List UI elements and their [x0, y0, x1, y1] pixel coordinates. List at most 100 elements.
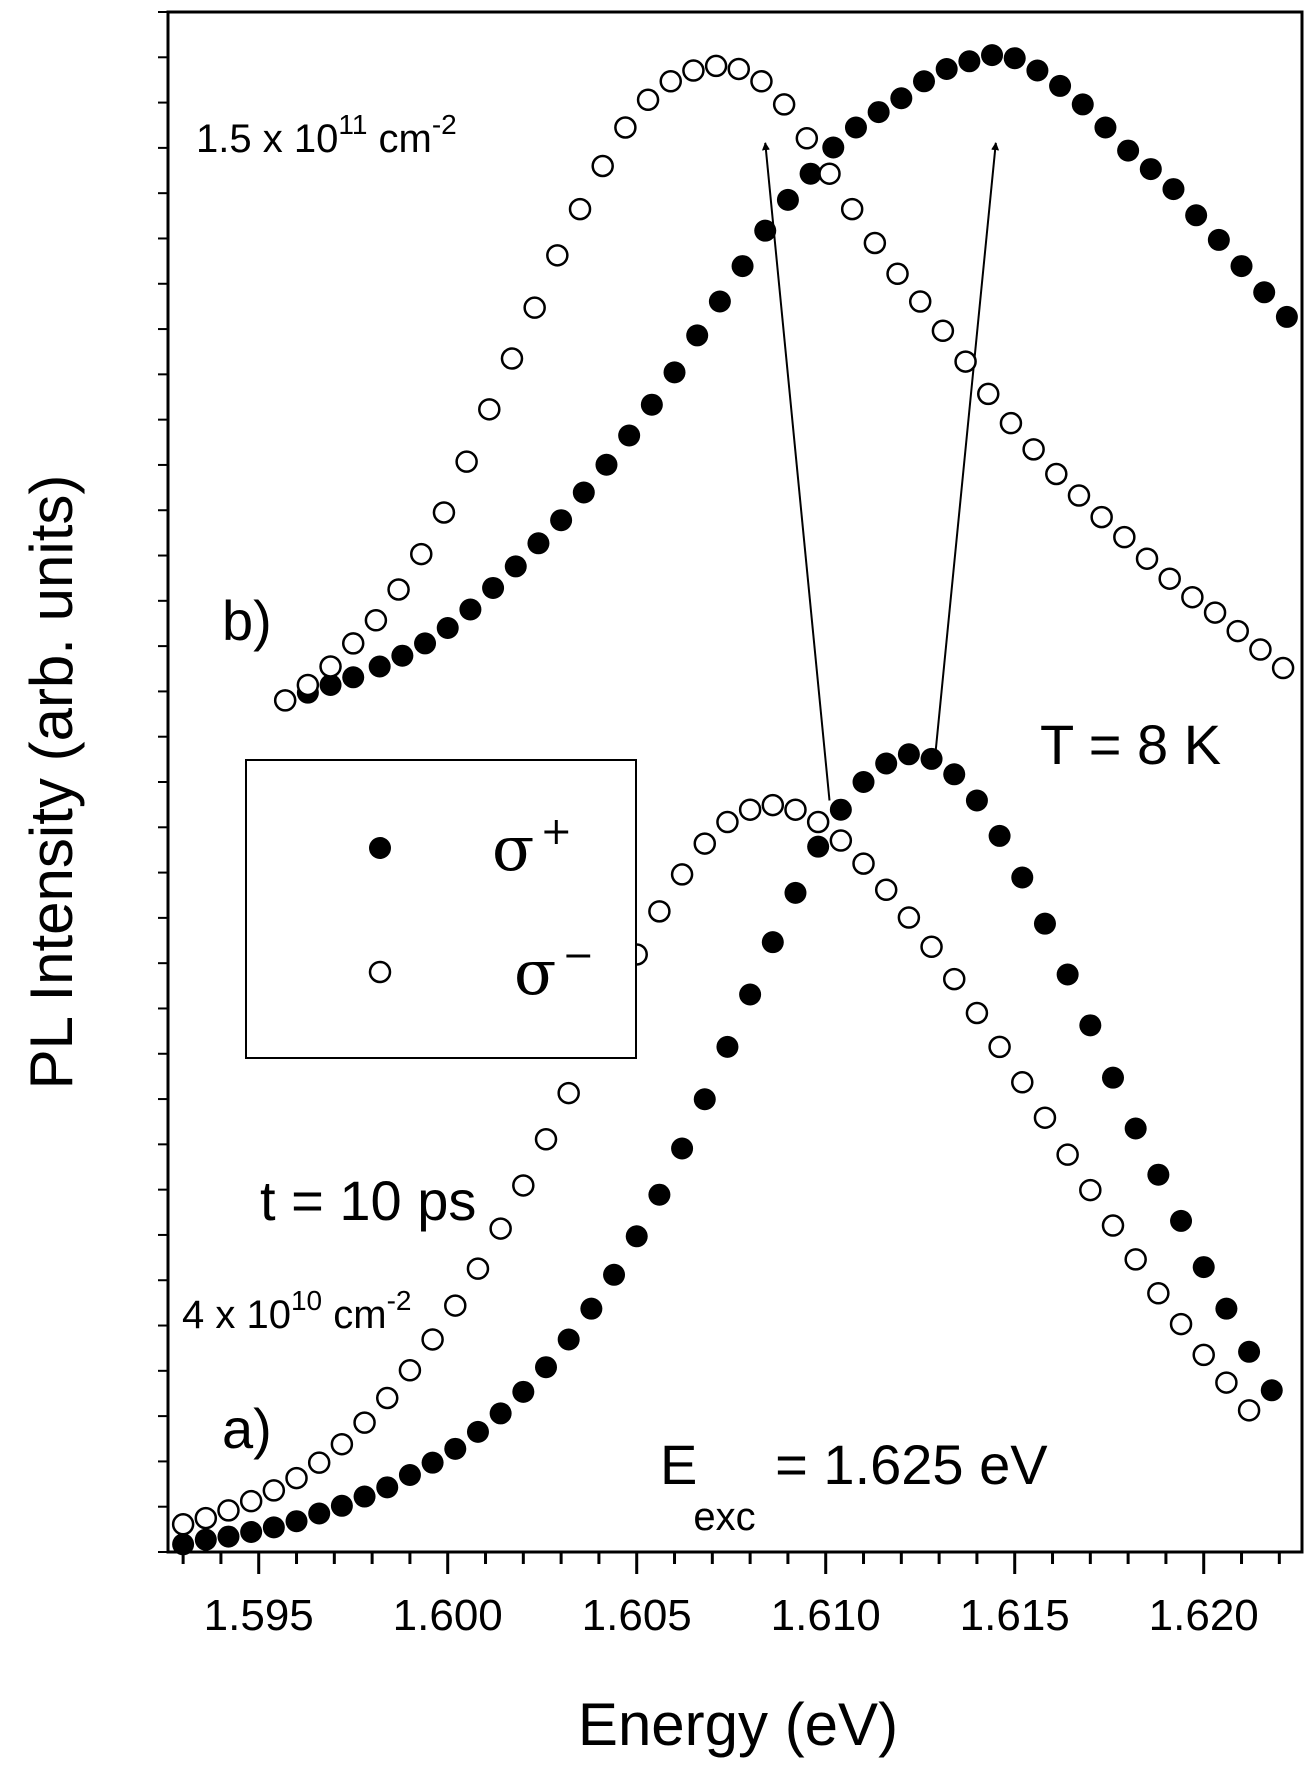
data-point: [273, 689, 297, 712]
data-point: [1253, 281, 1276, 304]
data-point: [829, 829, 853, 852]
annotation-density-b: 1.5 x 1011 cm-2: [196, 109, 457, 161]
data-point: [353, 1485, 376, 1508]
data-point: [398, 1464, 421, 1486]
data-point: [572, 481, 595, 504]
data-point: [398, 1359, 422, 1382]
excitation-rest: = 1.625 eV: [760, 1433, 1049, 1496]
data-point: [557, 1328, 580, 1351]
data-point: [1124, 1117, 1147, 1140]
data-point: [648, 900, 671, 923]
data-point: [1056, 963, 1079, 986]
data-point: [1238, 1340, 1261, 1363]
data-point: [1215, 1371, 1238, 1394]
data-point: [478, 398, 501, 421]
density-unit-exp: -2: [387, 1285, 412, 1316]
data-point: [421, 1328, 444, 1351]
data-point: [693, 832, 717, 855]
data-point: [874, 878, 898, 902]
excitation-sub: exc: [693, 1495, 755, 1539]
x-axis-tick-labels: 1.595 1.600 1.605 1.610 1.615 1.620: [204, 1591, 1259, 1640]
data-point: [772, 93, 796, 116]
data-point: [1079, 1014, 1102, 1037]
x-tick-label: 1.605: [582, 1591, 692, 1640]
data-point: [436, 617, 459, 639]
density-unit-exp: -2: [432, 109, 457, 140]
data-point: [988, 1035, 1011, 1059]
annotation-temperature: T = 8 K: [1040, 713, 1221, 776]
x-tick-label: 1.600: [393, 1591, 503, 1640]
data-point: [988, 824, 1011, 847]
data-point: [1094, 116, 1117, 139]
data-point: [806, 810, 830, 834]
data-point: [1147, 1163, 1170, 1186]
data-point: [1090, 505, 1113, 529]
data-point: [739, 983, 762, 1006]
data-point: [1249, 638, 1272, 661]
data-point: [1192, 1343, 1215, 1367]
data-point: [693, 1088, 716, 1111]
data-point: [913, 70, 935, 93]
data-point: [829, 798, 852, 821]
arrow: [934, 142, 1000, 755]
data-point: [659, 70, 682, 93]
data-point: [568, 197, 592, 221]
legend-marker-filled: [369, 837, 391, 859]
data-point: [716, 1035, 739, 1058]
legend-symbol: σ: [514, 936, 556, 1009]
data-point: [353, 1411, 376, 1434]
arrows-group: [761, 142, 1000, 801]
data-point: [308, 1502, 331, 1525]
data-point: [466, 1257, 490, 1280]
data-point: [670, 863, 694, 886]
data-point: [776, 188, 799, 211]
data-point: [194, 1528, 217, 1551]
data-point: [523, 296, 546, 319]
data-point: [920, 747, 943, 770]
data-point: [686, 324, 709, 347]
data-point: [1022, 438, 1045, 461]
density-base: 1.5 x 10: [196, 117, 338, 161]
legend-box: [245, 759, 637, 1059]
data-point: [931, 319, 955, 343]
data-point: [595, 453, 618, 476]
data-point: [1230, 255, 1253, 278]
data-point: [708, 290, 731, 313]
data-point: [330, 1432, 354, 1456]
data-point: [682, 59, 705, 82]
data-point: [1117, 139, 1140, 162]
data-point: [444, 1437, 467, 1460]
data-point: [1147, 1282, 1170, 1305]
data-point: [981, 44, 1004, 67]
data-point: [432, 501, 456, 524]
data-point: [319, 655, 342, 678]
data-point: [489, 1217, 512, 1240]
data-point: [504, 555, 527, 578]
data-point: [489, 1402, 512, 1425]
data-point: [1185, 204, 1208, 227]
data-point: [376, 1476, 399, 1499]
data-point: [341, 632, 365, 655]
x-axis-ticks: [181, 1552, 1281, 1574]
data-point: [1026, 59, 1049, 82]
data-point: [784, 881, 807, 904]
data-point: [557, 1081, 580, 1105]
data-point: [239, 1489, 263, 1513]
data-point: [1271, 656, 1295, 680]
data-point: [330, 1494, 353, 1517]
density-base: 4 x 10: [182, 1293, 291, 1337]
data-point: [414, 632, 437, 655]
annotation-time: t = 10 ps: [260, 1169, 476, 1232]
data-point: [240, 1520, 263, 1543]
data-point: [750, 70, 773, 93]
data-point: [1207, 228, 1230, 251]
data-point: [844, 116, 867, 139]
arrow: [761, 142, 831, 801]
data-point: [1226, 619, 1249, 643]
data-point: [1067, 484, 1091, 507]
data-point: [1045, 462, 1068, 486]
data-point: [455, 450, 478, 473]
data-point: [731, 255, 754, 278]
data-point: [319, 673, 342, 696]
